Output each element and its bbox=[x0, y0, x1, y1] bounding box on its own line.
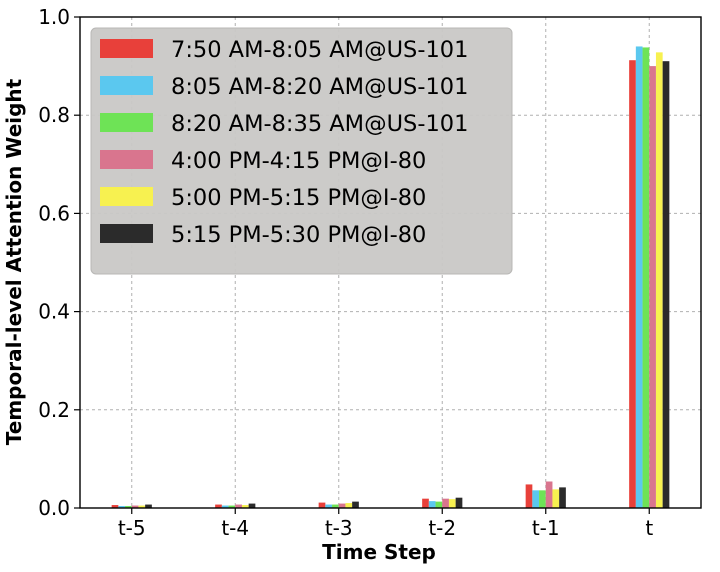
y-tick-label: 0.6 bbox=[38, 201, 70, 225]
legend: 7:50 AM-8:05 AM@US-101 8:05 AM-8:20 AM@US… bbox=[90, 27, 513, 275]
bar bbox=[125, 506, 132, 508]
x-tick-label: t-4 bbox=[221, 516, 249, 540]
legend-swatch bbox=[100, 76, 153, 95]
bar bbox=[145, 504, 152, 508]
y-tick-label: 0.8 bbox=[38, 103, 70, 127]
bar bbox=[448, 499, 456, 508]
legend-box bbox=[90, 27, 513, 275]
x-tick-label: t-5 bbox=[118, 516, 146, 540]
bar bbox=[422, 498, 429, 508]
y-tick-label: 1.0 bbox=[38, 5, 70, 29]
bar bbox=[559, 487, 566, 508]
bar bbox=[332, 504, 339, 508]
bar bbox=[111, 505, 119, 508]
legend-label: 7:50 AM-8:05 AM@US-101 bbox=[171, 37, 468, 63]
bar bbox=[325, 504, 333, 508]
axes bbox=[74, 16, 702, 514]
bar bbox=[138, 505, 146, 508]
legend-label: 8:05 AM-8:20 AM@US-101 bbox=[171, 74, 468, 100]
bar bbox=[228, 505, 236, 508]
bar bbox=[435, 501, 443, 508]
bar bbox=[118, 506, 126, 508]
y-axis-label: Temporal-level Attention Weight bbox=[2, 78, 26, 445]
bar bbox=[525, 484, 533, 508]
plot-frame bbox=[79, 16, 702, 509]
y-tick-label: 0.2 bbox=[38, 398, 70, 422]
bar bbox=[428, 501, 436, 508]
bar bbox=[318, 502, 326, 508]
bar bbox=[131, 505, 139, 508]
bar bbox=[629, 60, 636, 508]
legend-swatch bbox=[100, 113, 153, 132]
legend-swatch bbox=[100, 187, 153, 206]
bar bbox=[662, 61, 670, 508]
x-axis-label: Time Step bbox=[322, 540, 436, 564]
bar bbox=[235, 504, 242, 508]
bar bbox=[241, 505, 249, 508]
bar bbox=[642, 47, 650, 508]
x-tick-label: t bbox=[645, 516, 653, 540]
tick-labels: 0.0 0.2 0.4 0.6 0.8 1.0 t-5 t-4 t-3 t-2 t-1 t bbox=[38, 5, 653, 540]
legend-label: 4:00 PM-4:15 PM@I-80 bbox=[171, 148, 426, 174]
legend-swatch bbox=[100, 224, 153, 243]
bar bbox=[248, 503, 256, 508]
bar bbox=[655, 52, 663, 509]
x-tick-label: t-3 bbox=[325, 516, 353, 540]
bar bbox=[442, 498, 449, 508]
y-tick-label: 0.4 bbox=[38, 300, 70, 324]
bar bbox=[352, 501, 359, 508]
bar bbox=[635, 46, 643, 509]
bar bbox=[552, 489, 560, 508]
legend-swatch bbox=[100, 39, 153, 58]
y-tick-label: 0.0 bbox=[38, 496, 70, 520]
x-tick-label: t-2 bbox=[428, 516, 456, 540]
legend-label: 5:15 PM-5:30 PM@I-80 bbox=[171, 222, 426, 248]
legend-swatch bbox=[100, 150, 153, 169]
bar bbox=[455, 497, 463, 508]
bar bbox=[215, 504, 222, 508]
bar bbox=[539, 490, 546, 508]
bar bbox=[345, 503, 353, 508]
bar bbox=[532, 490, 540, 508]
bar bbox=[649, 66, 656, 508]
bar bbox=[338, 503, 346, 508]
legend-label: 8:20 AM-8:35 AM@US-101 bbox=[171, 111, 468, 137]
bars bbox=[111, 46, 670, 509]
legend-label: 5:00 PM-5:15 PM@I-80 bbox=[171, 185, 426, 211]
bar bbox=[221, 505, 229, 508]
bar bbox=[545, 481, 553, 508]
x-tick-label: t-1 bbox=[532, 516, 560, 540]
